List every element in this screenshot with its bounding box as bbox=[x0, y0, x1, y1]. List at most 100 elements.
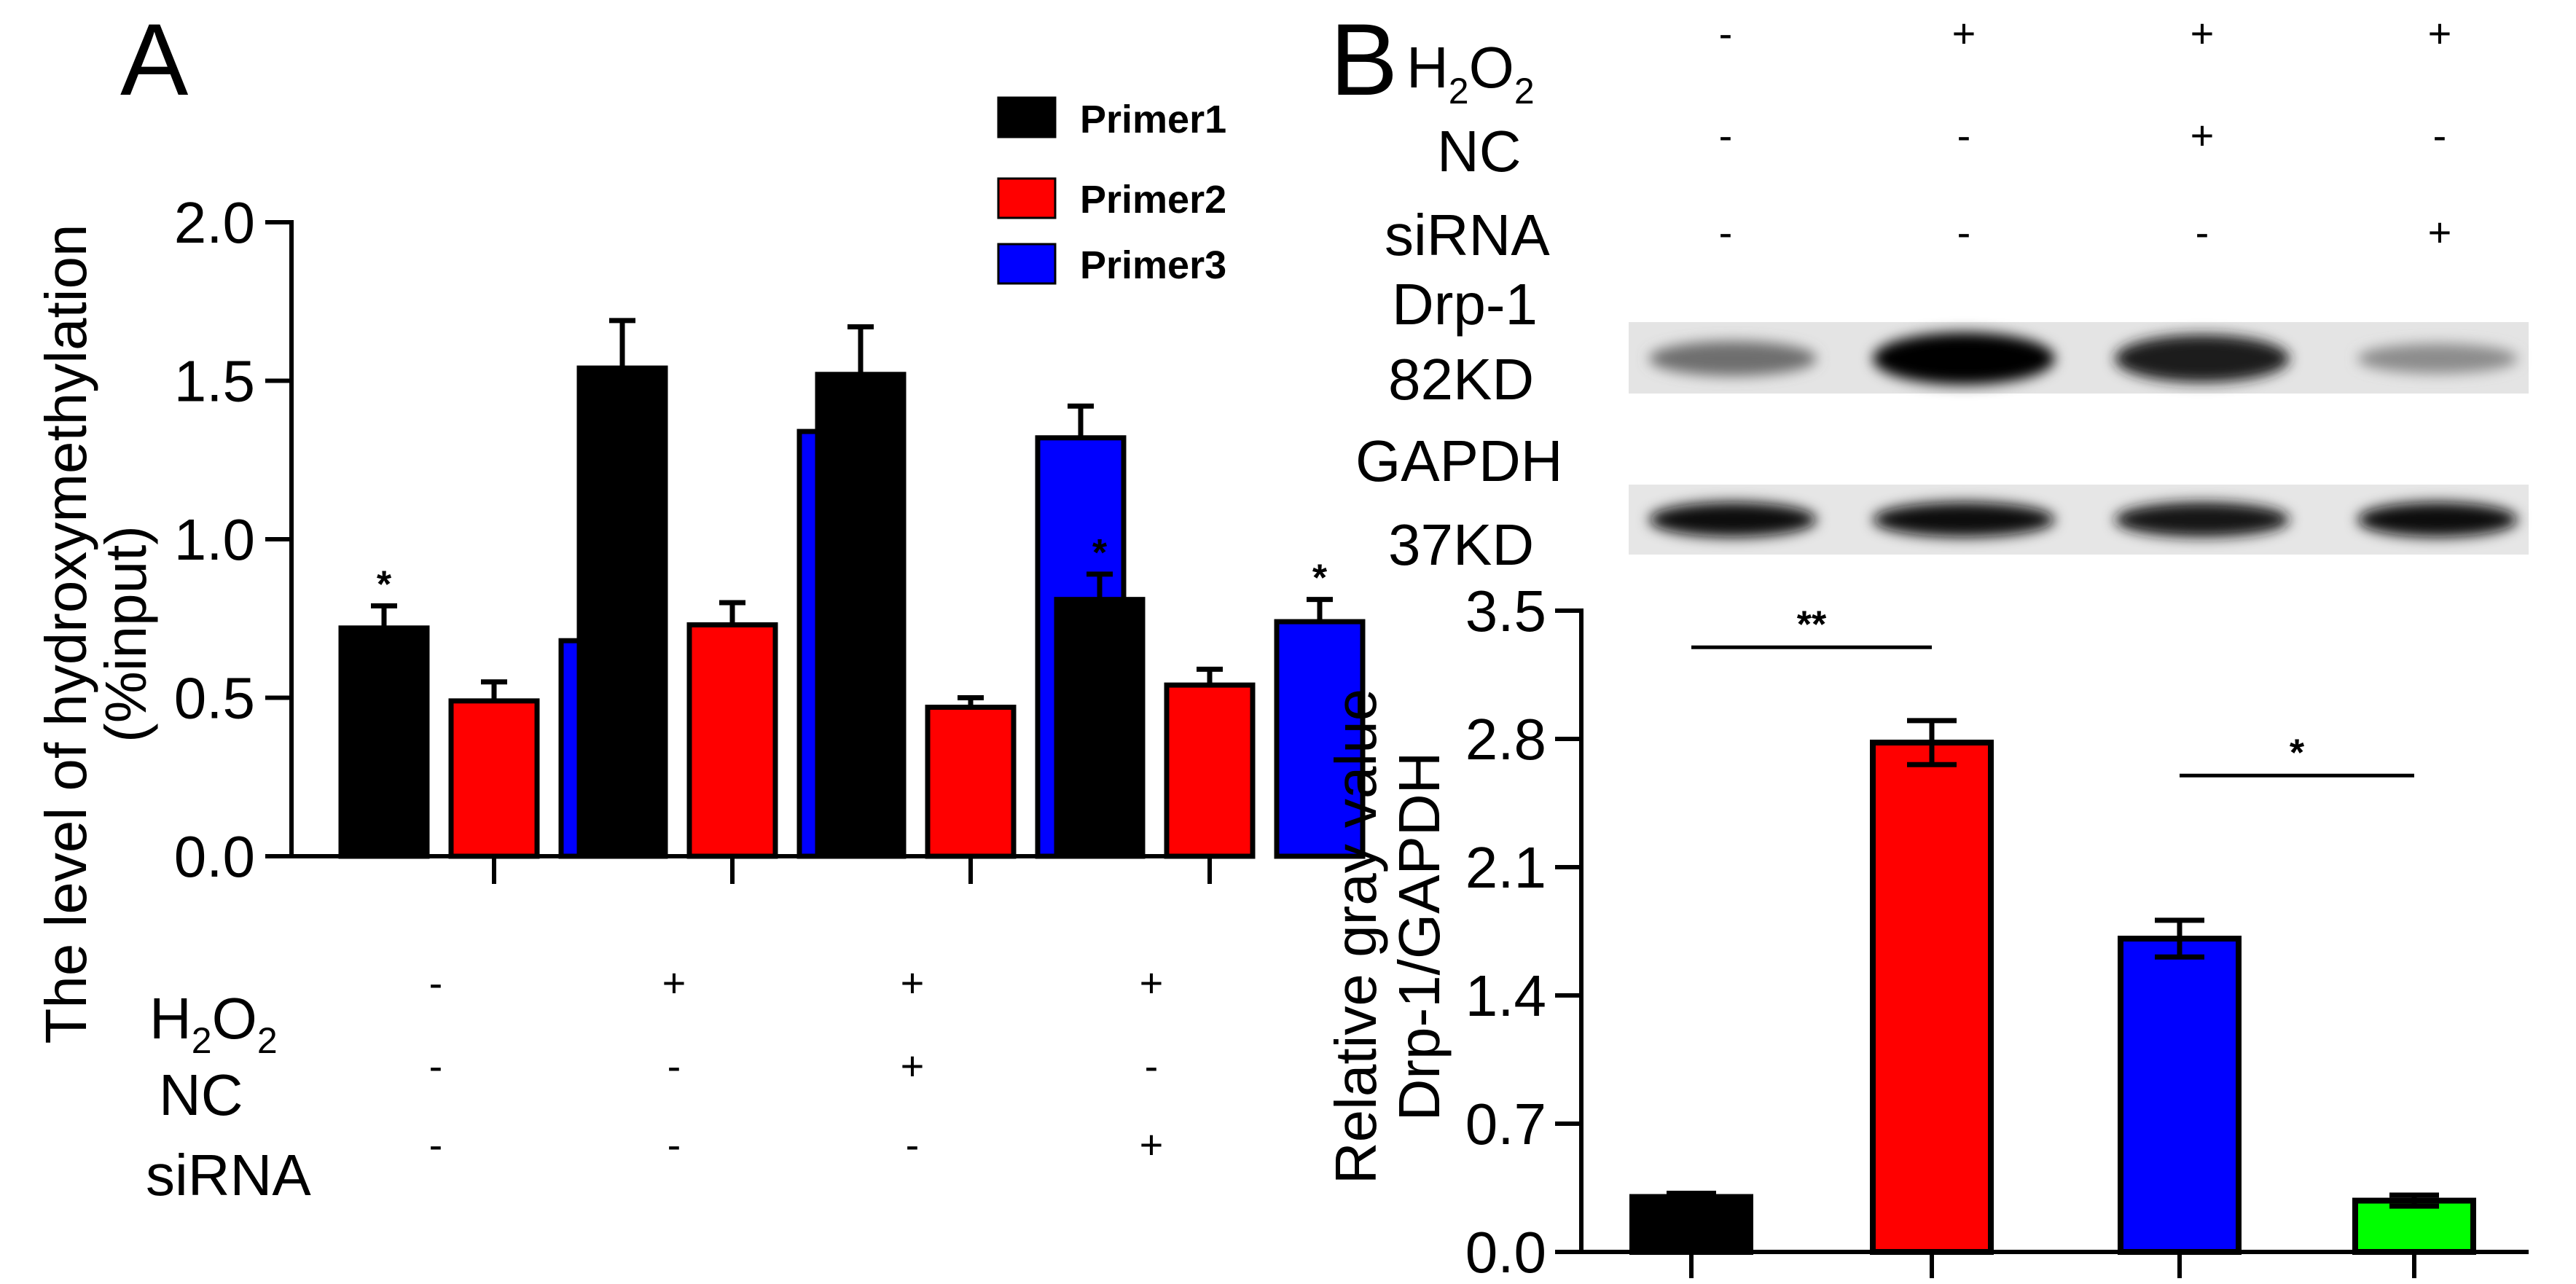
chart-a-treatment-value: - bbox=[429, 960, 443, 1006]
chart-a-legend: Primer1 Primer2 Primer3 bbox=[997, 96, 1226, 287]
chart-a-treatment-value: - bbox=[429, 1043, 443, 1089]
chart-a-bar-primer2 bbox=[686, 622, 778, 859]
b-o-subscript: 2 bbox=[1514, 71, 1535, 111]
b-treatment-nc-label: NC bbox=[1437, 119, 1522, 184]
chart-b-treatment-value: - bbox=[1957, 112, 1971, 158]
blot-gapdh-name: GAPDH bbox=[1355, 428, 1563, 493]
chart-b-y-tick-label: 0.7 bbox=[1465, 1092, 1546, 1156]
legend-label-primer2: Primer2 bbox=[1080, 178, 1226, 222]
legend-swatch-primer1 bbox=[997, 96, 1057, 138]
chart-b-treatment-value: + bbox=[2428, 209, 2452, 255]
chart-a-treatment-value: + bbox=[901, 1043, 925, 1089]
chart-b-y-tick-label: 2.8 bbox=[1465, 707, 1546, 772]
western-blot: Drp-1 82KD GAPDH 37KD bbox=[1355, 272, 2529, 577]
chart-a-treatment-value: - bbox=[1145, 1043, 1159, 1089]
chart-a-bar-primer1 bbox=[338, 625, 430, 859]
chart-b-treatment-value: - bbox=[1719, 112, 1733, 158]
chart-a-bar-primer2 bbox=[1164, 682, 1256, 859]
treatment-nc-label: NC bbox=[159, 1062, 243, 1127]
blot-drp1-band bbox=[1649, 341, 1817, 376]
b-h-text: H bbox=[1406, 35, 1449, 100]
chart-a-treatment-value: + bbox=[1140, 960, 1164, 1006]
chart-a-significance-mark: * bbox=[1312, 557, 1328, 600]
chart-a-treatment-value: + bbox=[1140, 1121, 1164, 1167]
chart-a-treatment-value: - bbox=[668, 1043, 681, 1089]
b-treatment-h2o2-label: H2O2 bbox=[1406, 35, 1535, 111]
panel-a-label: A bbox=[120, 2, 189, 117]
chart-b-significance-mark: ** bbox=[1797, 603, 1827, 646]
chart-a-y-tick-label: 0.0 bbox=[174, 824, 255, 889]
chart-a-treatment-value: + bbox=[901, 960, 925, 1006]
chart-b-treatment-value: - bbox=[2433, 112, 2447, 158]
blot-gapdh-band bbox=[1873, 502, 2055, 537]
chart-b-y-tick-label: 0.0 bbox=[1465, 1220, 1546, 1284]
blot-gapdh-band bbox=[1649, 502, 1817, 537]
blot-bands bbox=[1649, 332, 2518, 537]
chart-b-ylabel-line1: Relative gray value bbox=[1323, 689, 1388, 1184]
chart-a-treatment-values: - + + + - - + - - - - + bbox=[429, 960, 1164, 1167]
legend-label-primer1: Primer1 bbox=[1080, 98, 1226, 141]
blot-gapdh-band bbox=[2357, 502, 2518, 537]
chart-a-bar-primer2 bbox=[448, 698, 540, 859]
blot-gapdh-kd: 37KD bbox=[1388, 512, 1534, 577]
chart-b-y-tick-label: 3.5 bbox=[1465, 579, 1546, 643]
chart-a-treatment-value: - bbox=[906, 1121, 920, 1167]
blot-gapdh-band bbox=[2115, 502, 2290, 537]
chart-a-treatment-value: - bbox=[429, 1121, 443, 1167]
chart-b-treatment-value: - bbox=[1719, 209, 1733, 255]
chart-a-plot: 0.00.51.01.52.0**** bbox=[174, 190, 1366, 889]
chart-a-treatment-value: + bbox=[662, 960, 686, 1006]
chart-b-bar bbox=[1629, 1194, 1753, 1255]
chart-b-y-tick-label: 1.4 bbox=[1465, 963, 1546, 1028]
chart-a-ylabel-line2: (%input) bbox=[93, 525, 158, 743]
chart-b-treatment-value: - bbox=[1957, 209, 1971, 255]
chart-a-y-tick-label: 1.5 bbox=[174, 349, 255, 414]
blot-drp1-name: Drp-1 bbox=[1392, 272, 1538, 337]
chart-b-treatment-value: + bbox=[2191, 112, 2215, 158]
treatment-h2o2-label: H2O2 bbox=[149, 986, 278, 1061]
chart-b-plot: 0.00.71.42.12.83.5 *** bbox=[1465, 579, 2529, 1284]
legend-label-primer3: Primer3 bbox=[1080, 243, 1226, 287]
chart-a-bar-primer2 bbox=[925, 705, 1017, 859]
chart-a-significance-mark: * bbox=[1092, 532, 1108, 574]
chart-a-treatment-value: - bbox=[668, 1121, 681, 1167]
chart-b-treatment-value: - bbox=[1719, 10, 1733, 56]
chart-b-bar bbox=[1870, 740, 1994, 1255]
blot-drp1-band bbox=[2115, 334, 2290, 383]
legend-swatch-primer2 bbox=[997, 177, 1057, 219]
blot-drp1-kd: 82KD bbox=[1388, 347, 1534, 412]
b-h-subscript: 2 bbox=[1449, 71, 1469, 111]
chart-a-significance-mark: * bbox=[377, 563, 392, 606]
chart-a-y-tick-label: 0.5 bbox=[174, 666, 255, 731]
chart-b-y-tick-label: 2.1 bbox=[1465, 835, 1546, 900]
chart-b-treatment-value: + bbox=[1952, 10, 1976, 56]
h-text: H bbox=[149, 986, 192, 1051]
blot-drp1-band bbox=[2357, 343, 2518, 374]
chart-a-treatment-table: H2O2 NC siRNA - + + +- - + -- - - + bbox=[146, 960, 1163, 1207]
chart-a-bar-primer1 bbox=[1054, 597, 1146, 859]
chart-a-y-tick-label: 2.0 bbox=[174, 190, 255, 255]
chart-a-bar-primer1 bbox=[576, 365, 668, 859]
legend-swatch-primer3 bbox=[997, 243, 1057, 285]
panel-b-label: B bbox=[1330, 2, 1398, 117]
treatment-sirna-label: siRNA bbox=[146, 1143, 311, 1207]
b-o-text: O bbox=[1469, 35, 1514, 100]
blot-drp1-band bbox=[1873, 332, 2055, 385]
chart-b-bar bbox=[2118, 936, 2242, 1255]
chart-b-treatment-table: H2O2 NC siRNA - + + +- - + -- - - + bbox=[1385, 10, 2451, 267]
chart-b-treatment-value: + bbox=[2428, 10, 2452, 56]
b-treatment-sirna-label: siRNA bbox=[1385, 203, 1550, 267]
o-text: O bbox=[212, 986, 257, 1051]
chart-b-significance-mark: * bbox=[2290, 732, 2305, 774]
o-subscript: 2 bbox=[257, 1020, 278, 1061]
chart-b-ylabel-line2: Drp-1/GAPDH bbox=[1387, 752, 1452, 1121]
chart-b-treatment-value: - bbox=[2196, 209, 2209, 255]
chart-a-y-tick-label: 1.0 bbox=[174, 507, 255, 572]
chart-b-treatment-values: - + + + - - + - - - - + bbox=[1719, 10, 2452, 255]
chart-b-treatment-value: + bbox=[2191, 10, 2215, 56]
chart-a-bar-primer3 bbox=[1274, 619, 1366, 859]
chart-b-bar bbox=[2352, 1197, 2476, 1255]
chart-a-ylabel-line1: The level of hydroxymethylation bbox=[34, 224, 98, 1044]
chart-a-bar-primer1 bbox=[815, 372, 907, 859]
